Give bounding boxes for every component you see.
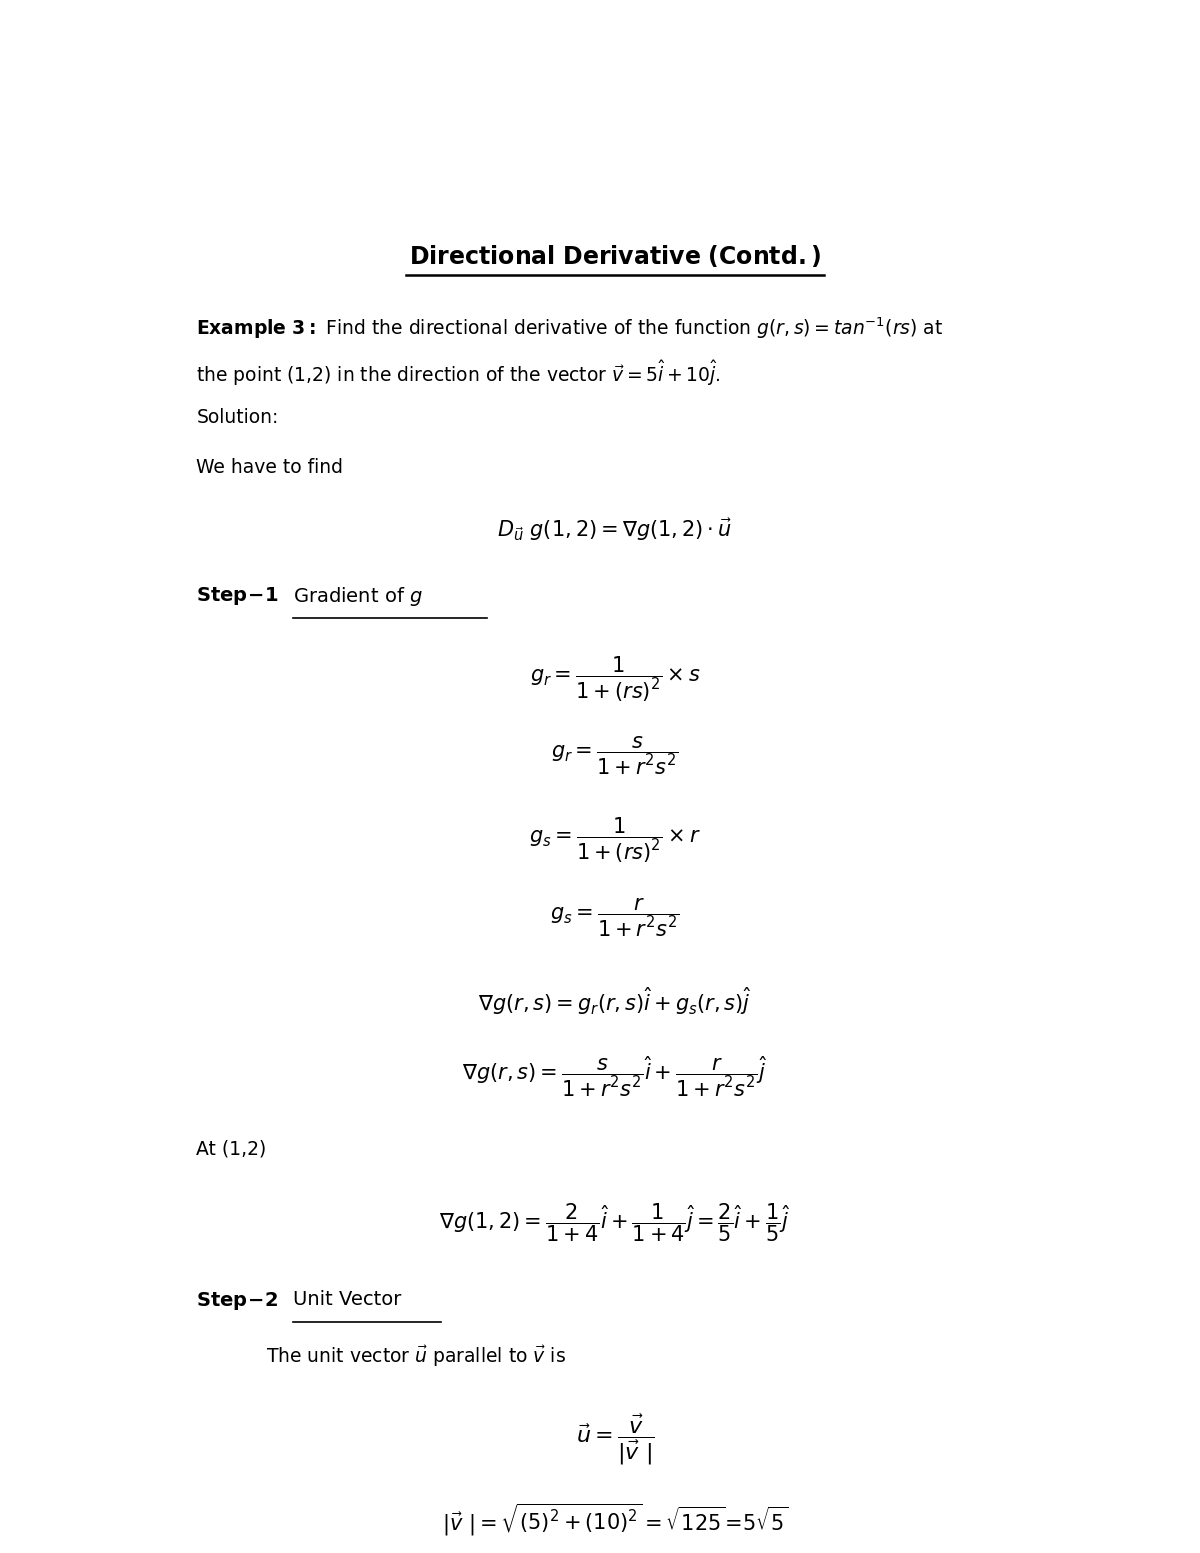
Text: $\nabla g(1,2) = \dfrac{2}{1+4}\hat{i} + \dfrac{1}{1+4}\hat{j} = \dfrac{2}{5}\ha: $\nabla g(1,2) = \dfrac{2}{1+4}\hat{i} +… (439, 1200, 791, 1244)
Text: $|\vec{v}\ | = \sqrt{(5)^2 + (10)^2} = \sqrt{125}\!=\!5\sqrt{5}$: $|\vec{v}\ | = \sqrt{(5)^2 + (10)^2} = \… (442, 1502, 788, 1537)
Text: $\nabla g(r,s) = \dfrac{s}{1+r^2s^2}\hat{i} + \dfrac{r}{1+r^2s^2}\hat{j}$: $\nabla g(r,s) = \dfrac{s}{1+r^2s^2}\hat… (462, 1054, 768, 1100)
Text: $\bf{Example\ 3:}$ Find the directional derivative of the function $g(r,s) = tan: $\bf{Example\ 3:}$ Find the directional … (197, 315, 943, 342)
Text: Unit Vector: Unit Vector (293, 1291, 402, 1309)
Text: the point (1,2) in the direction of the vector $\vec{v} = 5\hat{i} + 10\hat{j}$.: the point (1,2) in the direction of the … (197, 359, 721, 388)
Text: We have to find: We have to find (197, 458, 343, 477)
Text: $g_s = \dfrac{1}{1+(rs)^2} \times r$: $g_s = \dfrac{1}{1+(rs)^2} \times r$ (529, 817, 701, 865)
Text: $g_r = \dfrac{1}{1+(rs)^2} \times s$: $g_r = \dfrac{1}{1+(rs)^2} \times s$ (529, 654, 701, 704)
Text: At (1,2): At (1,2) (197, 1140, 266, 1159)
Text: $g_s = \dfrac{r}{1+r^2s^2}$: $g_s = \dfrac{r}{1+r^2s^2}$ (551, 898, 679, 940)
Text: $\vec{u} = \dfrac{\vec{v}}{|\vec{v}\ |}$: $\vec{u} = \dfrac{\vec{v}}{|\vec{v}\ |}$ (576, 1413, 654, 1468)
Text: $\bf{Step\!-\!1}$: $\bf{Step\!-\!1}$ (197, 585, 278, 607)
Text: $\bf{Directional\ Derivative\ (Contd.)}$: $\bf{Directional\ Derivative\ (Contd.)}$ (409, 242, 821, 269)
Text: Solution:: Solution: (197, 408, 278, 427)
Text: $g_r = \dfrac{s}{1+r^2s^2}$: $g_r = \dfrac{s}{1+r^2s^2}$ (551, 736, 679, 778)
Text: $D_{\vec{u}}\ g(1,2) = \nabla g(1,2) \cdot \vec{u}$: $D_{\vec{u}}\ g(1,2) = \nabla g(1,2) \cd… (497, 516, 733, 542)
Text: $\bf{Step\!-\!2}$: $\bf{Step\!-\!2}$ (197, 1291, 278, 1312)
Text: $\nabla g(r,s) = g_r(r,s)\hat{i} + g_s(r,s)\hat{j}$: $\nabla g(r,s) = g_r(r,s)\hat{i} + g_s(r… (478, 986, 752, 1017)
Text: Gradient of $g$: Gradient of $g$ (293, 585, 424, 609)
Text: The unit vector $\vec{u}$ parallel to $\vec{v}$ is: The unit vector $\vec{u}$ parallel to $\… (266, 1343, 566, 1368)
